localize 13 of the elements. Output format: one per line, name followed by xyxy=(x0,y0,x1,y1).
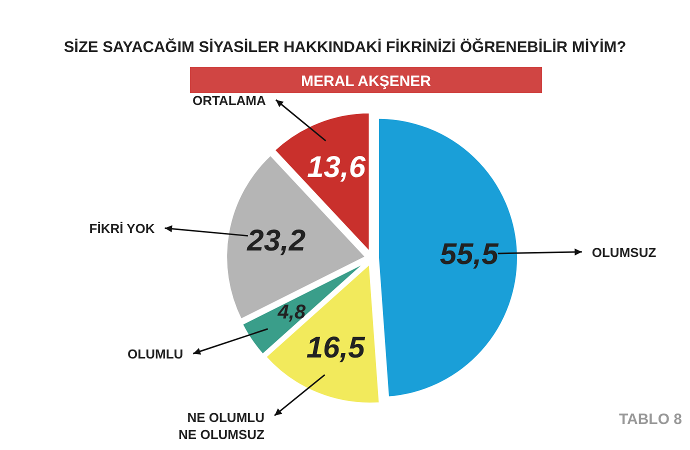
data-label: 23,2 xyxy=(246,224,306,258)
data-label: 16,5 xyxy=(306,332,366,365)
slice-label: FİKRİ YOK xyxy=(89,221,156,236)
data-label: 13,6 xyxy=(307,151,366,184)
slice-label: ORTALAMA xyxy=(192,92,266,108)
slice-label: NE OLUMLU NE OLUMSUZ xyxy=(178,410,265,442)
slice-label: OLUMLU xyxy=(128,346,184,362)
data-label: 55,5 xyxy=(440,238,500,272)
text: TABLO 8 xyxy=(618,411,682,428)
data-label: 4,8 xyxy=(276,302,306,324)
slice-label: OLUMSUZ xyxy=(592,244,656,260)
chart-title: SİZE SAYACAĞIM SİYASİLER HAKKINDAKİ FİKRİNİZİ ÖĞRENEBİLİR MİYİM? xyxy=(64,38,626,56)
chart-subtitle: MERAL AKŞENER xyxy=(300,73,432,90)
